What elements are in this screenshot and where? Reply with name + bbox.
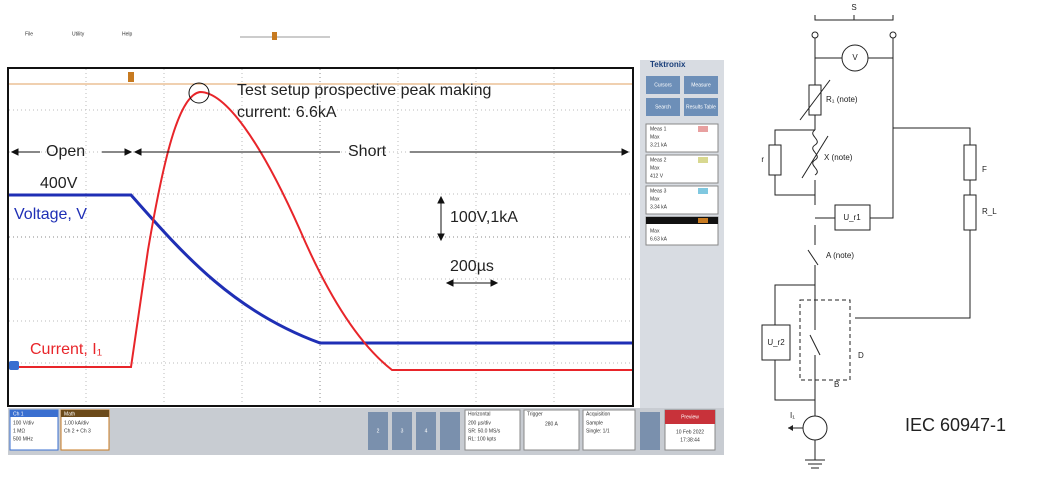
menu: File Utility Help [25, 31, 330, 40]
channel-setting: 1 MΩ [13, 428, 25, 434]
annotation: current: 6.6kA [237, 104, 337, 121]
meas-stat: Max [650, 134, 660, 140]
menu-item[interactable]: Help [122, 31, 133, 37]
channel-setting: 100 V/div [13, 420, 34, 426]
button-label: Search [655, 104, 671, 110]
badge-setting: Sample [586, 420, 603, 426]
side-panel [640, 60, 724, 455]
circuit-label: V [852, 53, 858, 62]
standard-label: IEC 60947-1 [905, 415, 1006, 435]
button[interactable] [440, 412, 460, 450]
circuit-label: F [982, 165, 987, 174]
circuit-label: A (note) [826, 251, 854, 260]
button-label: 2 [377, 428, 380, 434]
meas-value: 6.63 kA [650, 236, 668, 242]
meas-stat: Max [650, 165, 660, 171]
badge-title: Acquisition [586, 411, 610, 417]
button-label: 3 [401, 428, 404, 434]
badge-setting: RL: 100 kpts [468, 436, 497, 442]
badge-title: Trigger [527, 411, 543, 417]
annotation: Open [46, 143, 85, 160]
button-label: 4 [425, 428, 428, 434]
meas-label: Meas 1 [650, 126, 667, 132]
circuit-label: U_r1 [843, 213, 861, 222]
page: File Utility Help Test setup prospective… [0, 0, 1051, 481]
button-label: Results Table [686, 104, 716, 110]
circuit: S V R₁ (note) r X (note) U_r1 F R_L A (n… [761, 3, 1006, 468]
preview-time: 17:38:44 [680, 437, 700, 443]
meas-label: Meas 3 [650, 188, 667, 194]
circuit-label: I₁ [790, 411, 795, 420]
menu-item[interactable]: Utility [72, 31, 85, 37]
circuit-label: r [761, 155, 764, 164]
annotation: 400V [40, 175, 78, 192]
button-label: Cursors [654, 82, 672, 88]
meas-label: Meas 2 [650, 157, 667, 163]
button-label: Measure [691, 82, 711, 88]
channel-marker [9, 361, 19, 370]
circuit-label: X (note) [824, 153, 853, 162]
annotation: Voltage, V [14, 206, 87, 223]
preview-label: Preview [681, 414, 699, 420]
circuit-label: S [851, 3, 856, 12]
meas-value: 3.34 kA [650, 204, 668, 210]
channel-label: Ch 1 [13, 411, 24, 417]
annotation: Current, I₁ [30, 341, 102, 358]
badge-title: Horizontal [468, 411, 491, 417]
menu-item[interactable]: File [25, 31, 33, 37]
figure: File Utility Help Test setup prospective… [0, 0, 1051, 481]
badge-setting: SR: 50.0 MS/s [468, 428, 501, 434]
meas-value: 412 V [650, 173, 664, 179]
channel-setting: 500 MHz [13, 436, 34, 442]
trigger-marker [272, 32, 277, 40]
preview-date: 10 Feb 2022 [676, 429, 704, 435]
trigger-marker [128, 72, 134, 82]
circuit-label: D [858, 351, 864, 360]
circuit-label: U_r2 [767, 338, 785, 347]
meas-stat: Max [650, 228, 660, 234]
badge-setting: 280 A [545, 421, 558, 427]
annotation: Test setup prospective peak making [237, 82, 491, 99]
math-setting: Ch 2 + Ch 3 [64, 428, 91, 434]
meas-value: 3.21 kA [650, 142, 668, 148]
badge-setting: 200 µs/div [468, 420, 491, 426]
brand: Tektronix [650, 60, 686, 69]
math-label: Math [64, 411, 75, 417]
annotation: 200µs [450, 258, 494, 275]
button[interactable] [640, 412, 660, 450]
badge-setting: Single: 1/1 [586, 428, 610, 434]
annotation: Short [348, 143, 387, 160]
circuit-label: R_L [982, 207, 997, 216]
math-setting: 1.00 kA/div [64, 420, 89, 426]
meas-stat: Max [650, 196, 660, 202]
circuit-label: R₁ (note) [826, 95, 858, 104]
circuit-label: B [834, 380, 839, 389]
annotation: 100V,1kA [450, 209, 518, 226]
